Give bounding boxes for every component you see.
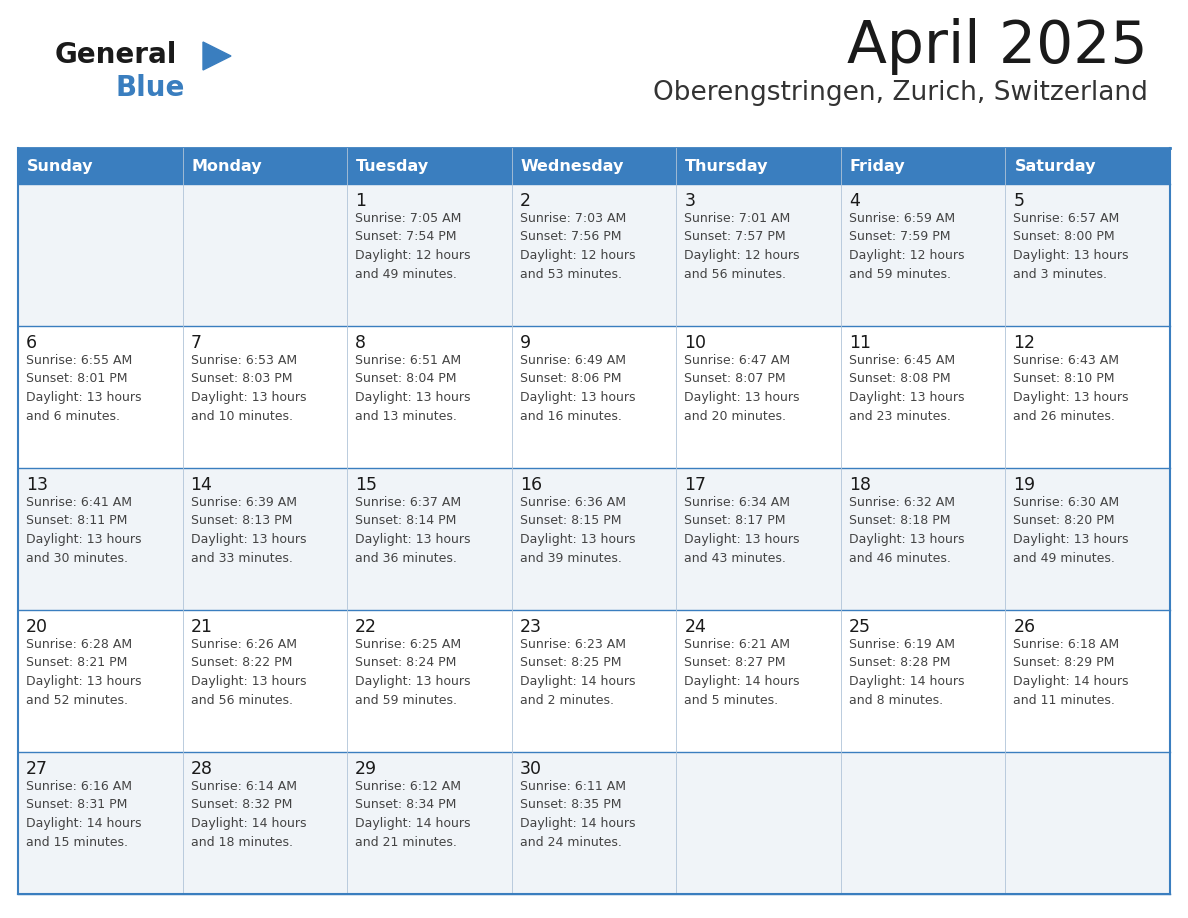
Text: Sunrise: 6:21 AM
Sunset: 8:27 PM
Daylight: 14 hours
and 5 minutes.: Sunrise: 6:21 AM Sunset: 8:27 PM Dayligh…: [684, 638, 800, 707]
Text: Sunrise: 7:05 AM
Sunset: 7:54 PM
Daylight: 12 hours
and 49 minutes.: Sunrise: 7:05 AM Sunset: 7:54 PM Dayligh…: [355, 212, 470, 281]
Text: Saturday: Saturday: [1015, 159, 1095, 174]
Text: 10: 10: [684, 334, 707, 352]
Text: 13: 13: [26, 476, 48, 494]
Text: 18: 18: [849, 476, 871, 494]
Bar: [18, 610, 1170, 752]
Text: 20: 20: [26, 618, 48, 636]
Text: Blue: Blue: [115, 74, 184, 102]
Text: Thursday: Thursday: [685, 159, 769, 174]
Bar: [676, 148, 841, 184]
Text: 9: 9: [519, 334, 531, 352]
Text: Sunrise: 6:39 AM
Sunset: 8:13 PM
Daylight: 13 hours
and 33 minutes.: Sunrise: 6:39 AM Sunset: 8:13 PM Dayligh…: [190, 496, 307, 565]
Text: 17: 17: [684, 476, 707, 494]
Text: 26: 26: [1013, 618, 1036, 636]
Text: Sunrise: 6:30 AM
Sunset: 8:20 PM
Daylight: 13 hours
and 49 minutes.: Sunrise: 6:30 AM Sunset: 8:20 PM Dayligh…: [1013, 496, 1129, 565]
Text: 25: 25: [849, 618, 871, 636]
Text: Sunrise: 6:12 AM
Sunset: 8:34 PM
Daylight: 14 hours
and 21 minutes.: Sunrise: 6:12 AM Sunset: 8:34 PM Dayligh…: [355, 780, 470, 848]
Text: 12: 12: [1013, 334, 1036, 352]
Text: Wednesday: Wednesday: [520, 159, 624, 174]
Text: 5: 5: [1013, 192, 1024, 210]
Text: Sunrise: 6:55 AM
Sunset: 8:01 PM
Daylight: 13 hours
and 6 minutes.: Sunrise: 6:55 AM Sunset: 8:01 PM Dayligh…: [26, 354, 141, 422]
Bar: [841, 148, 1005, 184]
Text: 2: 2: [519, 192, 531, 210]
Text: 4: 4: [849, 192, 860, 210]
Text: Sunrise: 6:53 AM
Sunset: 8:03 PM
Daylight: 13 hours
and 10 minutes.: Sunrise: 6:53 AM Sunset: 8:03 PM Dayligh…: [190, 354, 307, 422]
Text: Sunrise: 6:41 AM
Sunset: 8:11 PM
Daylight: 13 hours
and 30 minutes.: Sunrise: 6:41 AM Sunset: 8:11 PM Dayligh…: [26, 496, 141, 565]
Text: Tuesday: Tuesday: [356, 159, 429, 174]
Text: Sunrise: 6:59 AM
Sunset: 7:59 PM
Daylight: 12 hours
and 59 minutes.: Sunrise: 6:59 AM Sunset: 7:59 PM Dayligh…: [849, 212, 965, 281]
Text: Sunrise: 7:03 AM
Sunset: 7:56 PM
Daylight: 12 hours
and 53 minutes.: Sunrise: 7:03 AM Sunset: 7:56 PM Dayligh…: [519, 212, 636, 281]
Text: Oberengstringen, Zurich, Switzerland: Oberengstringen, Zurich, Switzerland: [653, 80, 1148, 106]
Polygon shape: [203, 42, 230, 70]
Text: 3: 3: [684, 192, 695, 210]
Bar: [18, 326, 1170, 468]
Text: April 2025: April 2025: [847, 18, 1148, 75]
Text: Sunrise: 6:49 AM
Sunset: 8:06 PM
Daylight: 13 hours
and 16 minutes.: Sunrise: 6:49 AM Sunset: 8:06 PM Dayligh…: [519, 354, 636, 422]
Text: Sunrise: 6:57 AM
Sunset: 8:00 PM
Daylight: 13 hours
and 3 minutes.: Sunrise: 6:57 AM Sunset: 8:00 PM Dayligh…: [1013, 212, 1129, 281]
Text: Sunrise: 6:19 AM
Sunset: 8:28 PM
Daylight: 14 hours
and 8 minutes.: Sunrise: 6:19 AM Sunset: 8:28 PM Dayligh…: [849, 638, 965, 707]
Text: 6: 6: [26, 334, 37, 352]
Text: Sunrise: 6:34 AM
Sunset: 8:17 PM
Daylight: 13 hours
and 43 minutes.: Sunrise: 6:34 AM Sunset: 8:17 PM Dayligh…: [684, 496, 800, 565]
Bar: [512, 148, 676, 184]
Text: Sunrise: 6:51 AM
Sunset: 8:04 PM
Daylight: 13 hours
and 13 minutes.: Sunrise: 6:51 AM Sunset: 8:04 PM Dayligh…: [355, 354, 470, 422]
Bar: [18, 184, 1170, 326]
Bar: [18, 468, 1170, 610]
Text: 16: 16: [519, 476, 542, 494]
Bar: [347, 148, 512, 184]
Text: Sunrise: 6:26 AM
Sunset: 8:22 PM
Daylight: 13 hours
and 56 minutes.: Sunrise: 6:26 AM Sunset: 8:22 PM Dayligh…: [190, 638, 307, 707]
Text: 15: 15: [355, 476, 377, 494]
Text: 1: 1: [355, 192, 366, 210]
Text: Sunrise: 6:43 AM
Sunset: 8:10 PM
Daylight: 13 hours
and 26 minutes.: Sunrise: 6:43 AM Sunset: 8:10 PM Dayligh…: [1013, 354, 1129, 422]
Text: 29: 29: [355, 760, 378, 778]
Text: 19: 19: [1013, 476, 1036, 494]
Text: Sunrise: 6:14 AM
Sunset: 8:32 PM
Daylight: 14 hours
and 18 minutes.: Sunrise: 6:14 AM Sunset: 8:32 PM Dayligh…: [190, 780, 307, 848]
Text: Sunrise: 6:32 AM
Sunset: 8:18 PM
Daylight: 13 hours
and 46 minutes.: Sunrise: 6:32 AM Sunset: 8:18 PM Dayligh…: [849, 496, 965, 565]
Text: Sunrise: 6:11 AM
Sunset: 8:35 PM
Daylight: 14 hours
and 24 minutes.: Sunrise: 6:11 AM Sunset: 8:35 PM Dayligh…: [519, 780, 636, 848]
Text: 8: 8: [355, 334, 366, 352]
Text: Sunrise: 6:23 AM
Sunset: 8:25 PM
Daylight: 14 hours
and 2 minutes.: Sunrise: 6:23 AM Sunset: 8:25 PM Dayligh…: [519, 638, 636, 707]
Bar: [1005, 148, 1170, 184]
Text: Sunrise: 7:01 AM
Sunset: 7:57 PM
Daylight: 12 hours
and 56 minutes.: Sunrise: 7:01 AM Sunset: 7:57 PM Dayligh…: [684, 212, 800, 281]
Text: 23: 23: [519, 618, 542, 636]
Text: 21: 21: [190, 618, 213, 636]
Text: 11: 11: [849, 334, 871, 352]
Text: Sunrise: 6:28 AM
Sunset: 8:21 PM
Daylight: 13 hours
and 52 minutes.: Sunrise: 6:28 AM Sunset: 8:21 PM Dayligh…: [26, 638, 141, 707]
Bar: [18, 148, 183, 184]
Text: 30: 30: [519, 760, 542, 778]
Text: Sunrise: 6:18 AM
Sunset: 8:29 PM
Daylight: 14 hours
and 11 minutes.: Sunrise: 6:18 AM Sunset: 8:29 PM Dayligh…: [1013, 638, 1129, 707]
Text: General: General: [55, 41, 177, 69]
Text: 7: 7: [190, 334, 202, 352]
Bar: [183, 148, 347, 184]
Text: Monday: Monday: [191, 159, 263, 174]
Text: Friday: Friday: [849, 159, 905, 174]
Text: Sunrise: 6:37 AM
Sunset: 8:14 PM
Daylight: 13 hours
and 36 minutes.: Sunrise: 6:37 AM Sunset: 8:14 PM Dayligh…: [355, 496, 470, 565]
Text: 28: 28: [190, 760, 213, 778]
Text: Sunrise: 6:16 AM
Sunset: 8:31 PM
Daylight: 14 hours
and 15 minutes.: Sunrise: 6:16 AM Sunset: 8:31 PM Dayligh…: [26, 780, 141, 848]
Text: Sunday: Sunday: [27, 159, 94, 174]
Text: 24: 24: [684, 618, 706, 636]
Bar: [18, 752, 1170, 894]
Text: 22: 22: [355, 618, 377, 636]
Text: 27: 27: [26, 760, 48, 778]
Text: Sunrise: 6:47 AM
Sunset: 8:07 PM
Daylight: 13 hours
and 20 minutes.: Sunrise: 6:47 AM Sunset: 8:07 PM Dayligh…: [684, 354, 800, 422]
Text: Sunrise: 6:25 AM
Sunset: 8:24 PM
Daylight: 13 hours
and 59 minutes.: Sunrise: 6:25 AM Sunset: 8:24 PM Dayligh…: [355, 638, 470, 707]
Text: Sunrise: 6:36 AM
Sunset: 8:15 PM
Daylight: 13 hours
and 39 minutes.: Sunrise: 6:36 AM Sunset: 8:15 PM Dayligh…: [519, 496, 636, 565]
Text: Sunrise: 6:45 AM
Sunset: 8:08 PM
Daylight: 13 hours
and 23 minutes.: Sunrise: 6:45 AM Sunset: 8:08 PM Dayligh…: [849, 354, 965, 422]
Text: 14: 14: [190, 476, 213, 494]
